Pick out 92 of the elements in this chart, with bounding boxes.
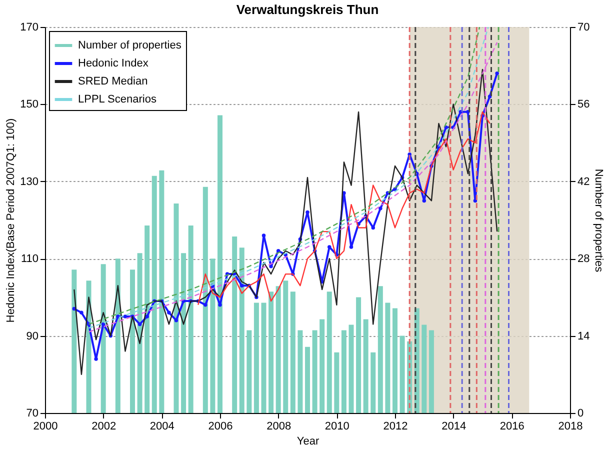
legend-label: LPPL Scenarios [78, 94, 157, 106]
bar [181, 253, 186, 413]
bar [100, 264, 106, 413]
bar [72, 270, 77, 413]
x-tick-label: 2010 [324, 420, 350, 432]
y-tick-label: 150 [20, 98, 38, 111]
bar [392, 308, 398, 413]
x-tick-label: 2014 [442, 420, 466, 432]
bar [422, 324, 427, 413]
point [145, 314, 149, 318]
y2-axis-title: Number of properties [592, 168, 605, 273]
point [473, 198, 478, 203]
point [204, 303, 208, 307]
bar [137, 253, 142, 413]
bar [320, 319, 325, 413]
y-tick-label: 110 [20, 253, 38, 266]
point [422, 198, 426, 203]
y2-tick-label: 28 [578, 253, 590, 266]
point [218, 303, 222, 307]
x-tick-label: 2008 [266, 420, 292, 432]
point [306, 210, 310, 214]
bar [218, 115, 222, 413]
bar [385, 302, 390, 413]
bar [232, 236, 238, 413]
y2-tick-label: 0 [578, 408, 584, 420]
bar [290, 292, 296, 413]
y2-tick-label: 70 [578, 22, 590, 34]
bar [202, 186, 208, 413]
bar [428, 330, 434, 413]
point [138, 322, 142, 326]
point [495, 71, 499, 76]
x-tick-label: 2006 [208, 420, 233, 432]
point [167, 310, 171, 315]
bar [254, 302, 259, 413]
bar [239, 248, 244, 413]
bar [283, 280, 288, 413]
legend-label: Hedonic Index [78, 58, 149, 70]
bar [356, 297, 362, 413]
line-series [198, 111, 490, 306]
y-tick-label: 90 [26, 330, 38, 342]
bar [370, 352, 376, 413]
y-axis-title: Hedonic Index(Base Period 2007Q1: 100) [5, 118, 18, 323]
bar [378, 286, 383, 413]
y2-tick-label: 14 [578, 330, 590, 342]
point [116, 314, 120, 318]
legend-label: SRED Median [78, 76, 148, 88]
point [349, 245, 354, 249]
point [123, 314, 128, 318]
point [240, 284, 244, 288]
y-tick-label: 70 [26, 408, 38, 420]
bar [152, 176, 157, 413]
y-tick-label: 170 [20, 22, 38, 34]
bar [276, 286, 281, 413]
x-tick-label: 2002 [92, 420, 116, 432]
x-tick-label: 2004 [150, 420, 174, 432]
bar [210, 258, 216, 413]
point [80, 310, 84, 315]
bar [261, 302, 266, 413]
bar [268, 292, 274, 413]
y2-tick-label: 42 [578, 176, 590, 188]
bar [298, 330, 303, 413]
legend-label: Number of properties [78, 40, 182, 52]
bar [144, 226, 150, 413]
bar [341, 330, 346, 413]
bar [174, 203, 179, 413]
bar [326, 292, 332, 413]
bar [159, 170, 164, 413]
bar [363, 319, 368, 413]
point [94, 357, 98, 361]
x-axis-title: Year [296, 436, 320, 448]
chart-title: Verwaltungskreis Thun [236, 2, 379, 17]
x-tick-label: 2000 [33, 420, 58, 432]
bar [400, 336, 405, 413]
point [328, 245, 332, 249]
point [488, 94, 492, 98]
x-tick-label: 2018 [558, 420, 583, 432]
bar [115, 258, 120, 413]
point [378, 206, 382, 210]
bar [305, 346, 310, 413]
bar [246, 330, 252, 413]
bar [312, 330, 318, 413]
point [101, 322, 106, 326]
bar [348, 324, 354, 413]
x-tick-label: 2012 [383, 420, 408, 432]
x-tick-label: 2016 [500, 420, 524, 432]
y-tick-label: 130 [20, 176, 38, 188]
bar [334, 352, 340, 413]
point [262, 234, 266, 238]
bar [188, 226, 194, 413]
y2-tick-label: 56 [578, 98, 590, 111]
bar [130, 270, 135, 413]
point [444, 125, 448, 130]
